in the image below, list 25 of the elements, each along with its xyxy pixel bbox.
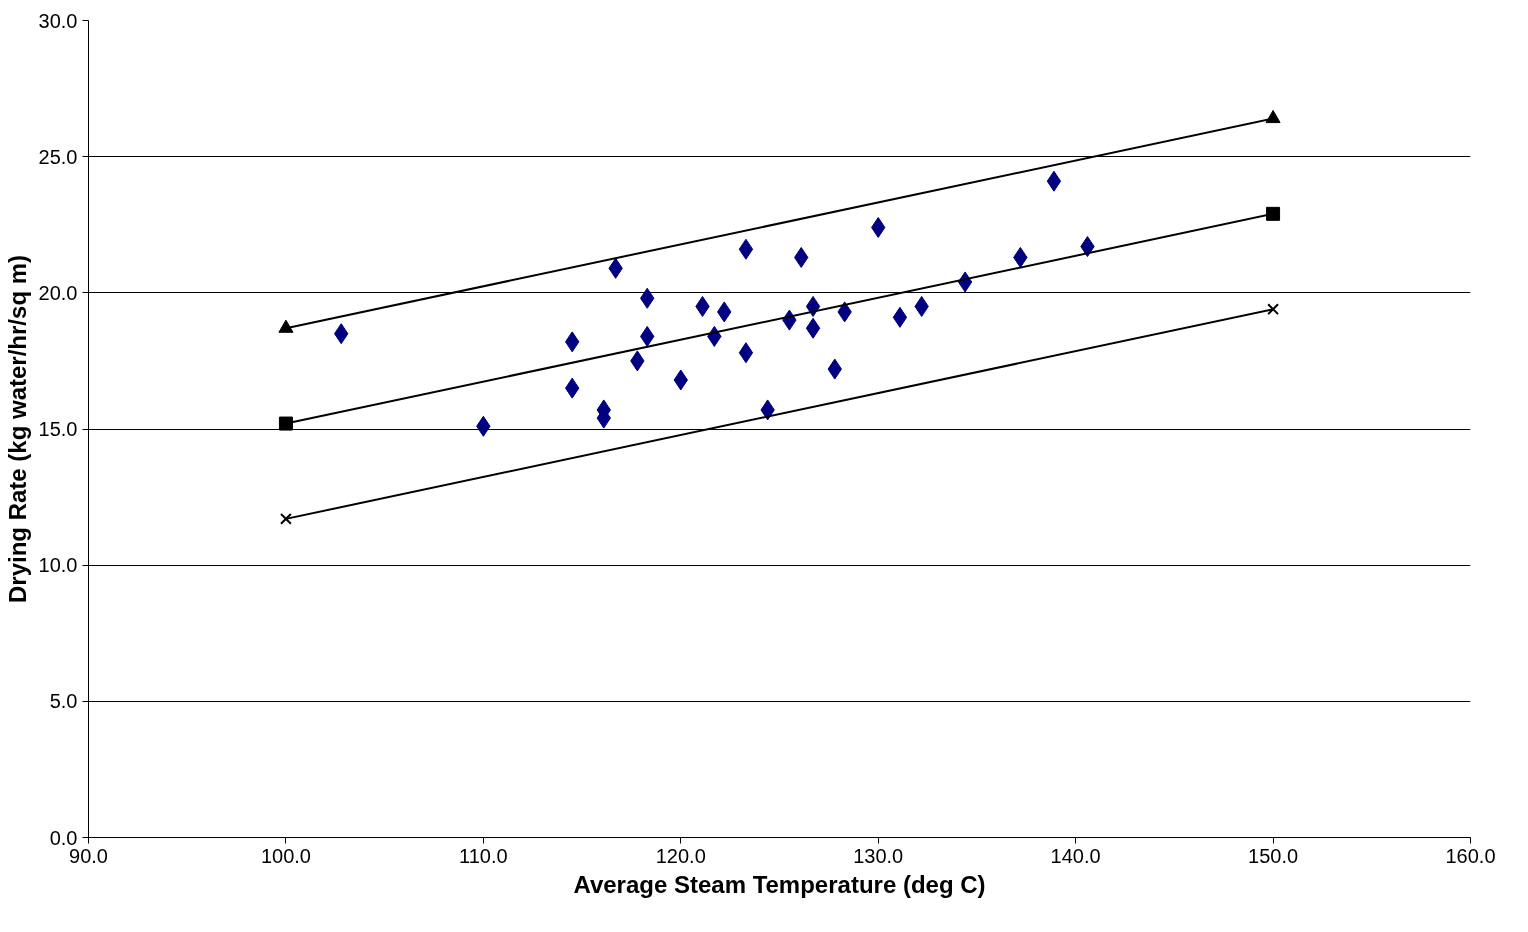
point <box>1267 303 1280 316</box>
point <box>738 342 754 364</box>
y-tick-label: 5.0 <box>49 690 78 713</box>
x-tick-label: 130.0 <box>853 844 904 867</box>
y-tick-label: 10.0 <box>38 554 78 577</box>
point <box>805 317 821 339</box>
point <box>738 238 754 260</box>
y-tick-label: 20.0 <box>38 281 78 304</box>
x-tick-label: 110.0 <box>459 844 508 867</box>
y-tick-label: 15.0 <box>38 418 78 440</box>
y-axis-title: Drying Rate (kg water/hr/sq m) <box>3 254 31 604</box>
point <box>1266 206 1281 221</box>
x-tick-label: 160.0 <box>1445 844 1496 867</box>
y-tick-label: 30.0 <box>38 9 78 32</box>
point <box>892 306 908 328</box>
point <box>279 512 292 525</box>
y-tick-label: 25.0 <box>38 145 78 168</box>
x-tick-label: 100.0 <box>260 844 311 867</box>
point <box>805 295 821 317</box>
x-tick-label: 140.0 <box>1050 844 1101 867</box>
x-tick-label: 150.0 <box>1248 844 1299 867</box>
x-tick-label: 120.0 <box>655 844 706 867</box>
x-axis-title: Average Steam Temperature (deg C) <box>573 870 986 898</box>
point <box>1046 170 1062 192</box>
point <box>278 416 293 431</box>
